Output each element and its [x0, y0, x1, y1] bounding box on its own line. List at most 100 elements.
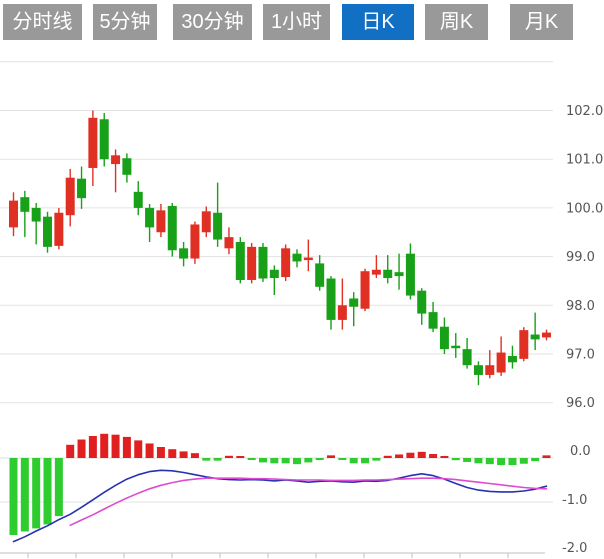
macd-bar	[440, 456, 449, 458]
candle	[485, 350, 495, 379]
macd-bar	[497, 458, 506, 466]
macd-axis-label: -2.0	[562, 541, 587, 556]
macd-histogram	[9, 433, 551, 535]
candle	[31, 203, 41, 245]
price-axis-label: 102.0	[566, 104, 603, 119]
macd-bar	[383, 455, 392, 458]
macd-bar	[327, 455, 336, 458]
candle	[201, 206, 211, 238]
macd-bar	[531, 458, 540, 462]
macd-axis-labels: 0.0 -1.0 -2.0	[562, 444, 591, 556]
candle-body	[337, 305, 347, 320]
candle-body	[360, 271, 370, 309]
macd-bar	[66, 444, 75, 458]
macd-bar	[145, 443, 154, 458]
candle	[88, 110, 98, 186]
candle	[315, 255, 325, 291]
macd-bar	[54, 458, 63, 517]
candle-body	[417, 290, 427, 314]
price-axis-label: 98.0	[566, 299, 595, 314]
candle-body	[99, 119, 109, 160]
price-axis-label: 101.0	[566, 153, 603, 168]
macd-bar	[202, 458, 211, 461]
dea-line	[69, 477, 548, 527]
candle-body	[145, 207, 155, 228]
macd-bar	[43, 458, 52, 525]
macd-bar	[315, 458, 324, 460]
dif-line	[12, 469, 548, 543]
candle-body	[111, 155, 121, 165]
candle	[122, 153, 132, 183]
candle	[428, 301, 438, 333]
macd-bar	[88, 436, 97, 458]
macd-axis-label: -1.0	[562, 493, 587, 508]
candle-body	[65, 177, 75, 216]
candle-body	[258, 246, 268, 279]
candle-body	[473, 365, 483, 375]
candle	[167, 203, 177, 257]
candle	[77, 166, 87, 209]
price-axis-labels: 102.0 101.0 100.0 99.0 98.0 97.0 96.0	[566, 104, 603, 411]
candle	[190, 221, 200, 264]
candle	[462, 337, 472, 369]
candle	[496, 336, 506, 376]
candle	[530, 312, 540, 351]
candle	[43, 211, 53, 253]
price-axis-label: 96.0	[566, 396, 595, 411]
tab-timeline[interactable]: 分时线	[3, 4, 82, 40]
macd-bar	[213, 458, 222, 461]
macd-bar	[100, 433, 109, 458]
candle	[213, 182, 223, 247]
macd-bar	[122, 436, 131, 458]
macd-bar	[111, 434, 120, 458]
candle-body	[122, 158, 132, 175]
tab-daily[interactable]: 日K	[342, 4, 414, 40]
candle-body	[190, 224, 200, 259]
macd-bar	[406, 452, 415, 458]
tab-monthly[interactable]: 月K	[510, 4, 573, 40]
candle-body	[281, 248, 291, 278]
tab-weekly[interactable]: 周K	[425, 4, 488, 40]
candle	[439, 317, 449, 354]
candle	[451, 333, 461, 358]
candle-body	[247, 246, 257, 280]
candle-body	[439, 326, 449, 350]
candle	[541, 329, 551, 341]
macd-bar	[474, 458, 483, 464]
macd-bar	[338, 458, 347, 460]
tab-5min[interactable]: 5分钟	[93, 4, 157, 40]
candle	[371, 255, 381, 279]
macd-bar	[395, 454, 404, 458]
candle-body	[383, 269, 393, 279]
candle	[473, 361, 483, 386]
macd-axis-label: 0.0	[570, 444, 591, 459]
candle-body	[179, 248, 189, 259]
candle-body	[31, 207, 41, 222]
macd-bar	[485, 458, 494, 465]
macd-bar	[349, 458, 358, 464]
candle-body	[54, 212, 64, 246]
candle-body	[213, 212, 223, 240]
candle-body	[88, 117, 98, 168]
tab-1hour[interactable]: 1小时	[263, 4, 330, 40]
candle	[156, 204, 166, 238]
candle	[20, 190, 30, 238]
candle-body	[485, 365, 495, 375]
candle-body	[201, 211, 211, 233]
candle	[54, 207, 64, 250]
candle-body	[167, 205, 177, 251]
bottom-axis	[0, 552, 545, 558]
macd-bar	[451, 458, 460, 461]
macd-bar	[179, 451, 188, 458]
macd-bar	[247, 458, 256, 460]
candle	[292, 249, 302, 268]
tab-30min[interactable]: 30分钟	[173, 4, 252, 40]
candle	[224, 227, 234, 255]
macd-bar	[361, 458, 370, 464]
candle-body	[269, 269, 279, 279]
candle-body	[43, 216, 53, 247]
macd-bar	[258, 458, 267, 463]
candle	[258, 242, 268, 282]
candle	[383, 255, 393, 284]
